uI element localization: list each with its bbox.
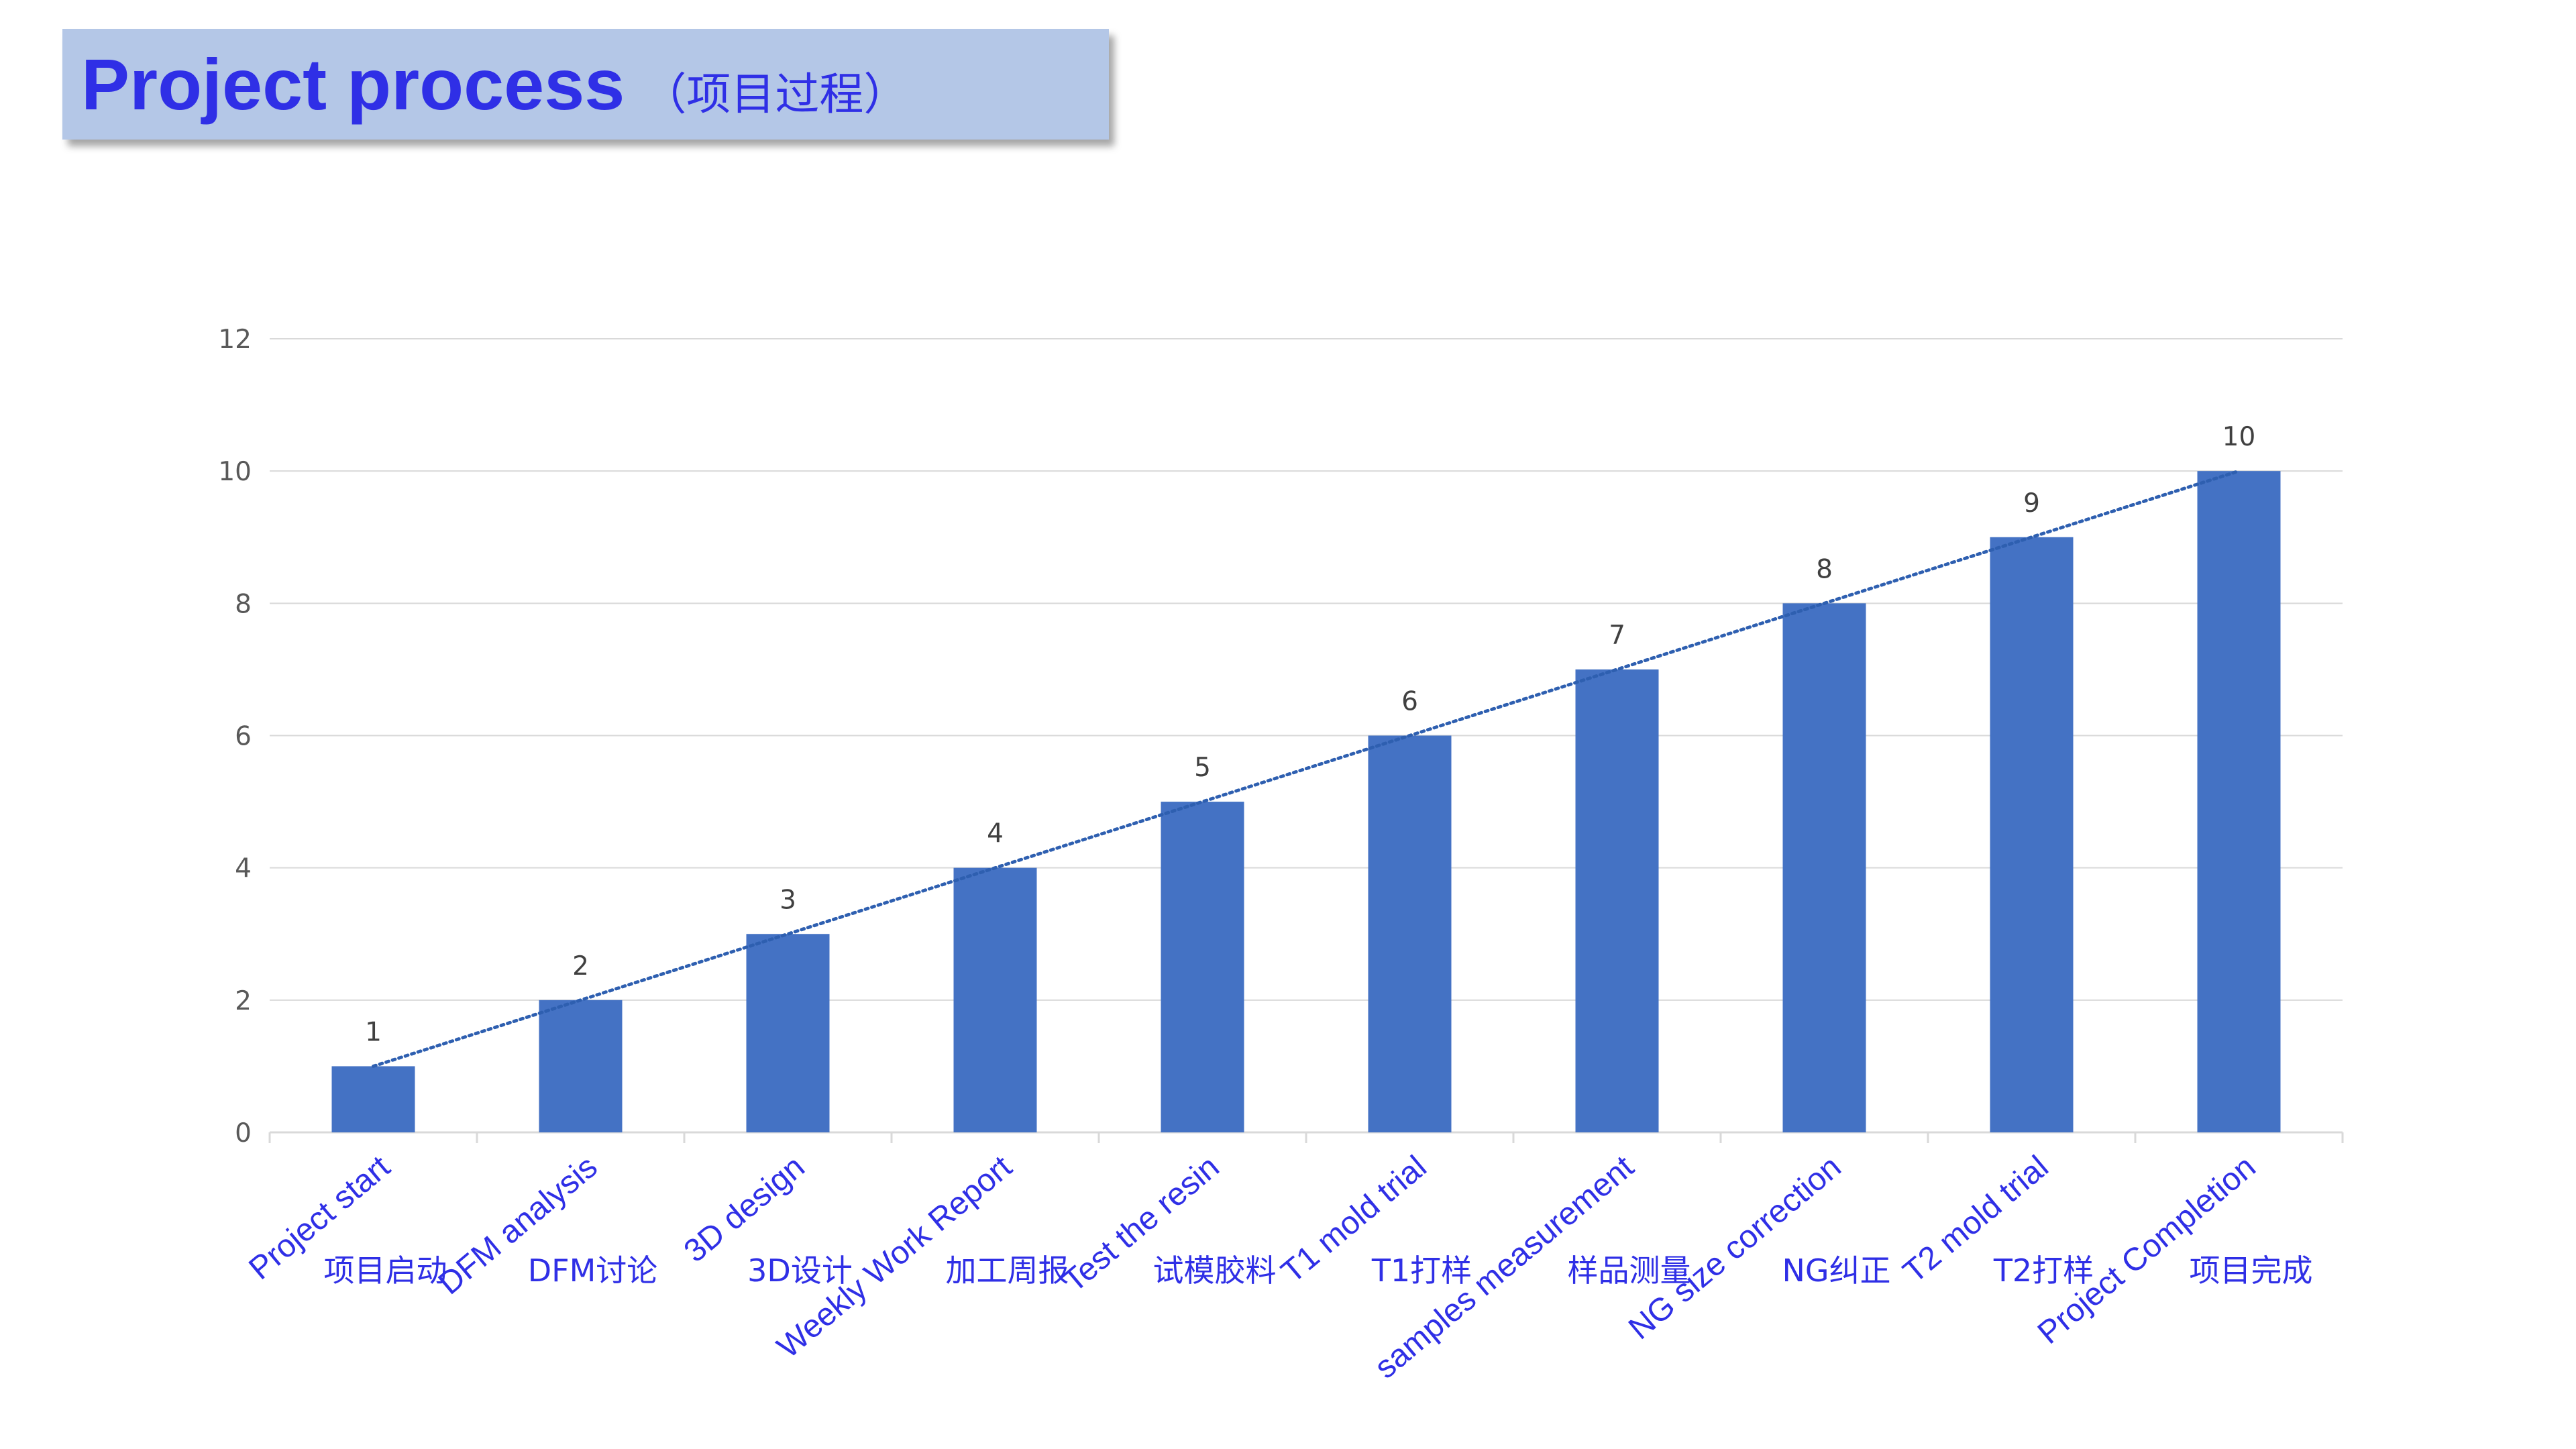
y-tick-label: 6 <box>235 722 252 752</box>
y-tick-label: 0 <box>235 1118 252 1148</box>
data-label: 10 <box>2222 422 2256 452</box>
bar <box>1368 735 1452 1132</box>
y-tick-label: 10 <box>218 457 252 487</box>
category-label-zh: 加工周报 <box>946 1252 1069 1289</box>
category-label-zh: 项目启动 <box>324 1252 447 1289</box>
category-label-zh: DFM讨论 <box>528 1252 658 1289</box>
data-label: 5 <box>1194 753 1211 783</box>
data-label: 1 <box>365 1017 382 1047</box>
bar <box>1575 669 1659 1132</box>
category-label-en: Project Completion <box>2031 1149 2263 1351</box>
data-label: 2 <box>572 951 589 981</box>
bar <box>2197 471 2281 1132</box>
bar <box>539 1000 623 1132</box>
category-label-zh: 项目完成 <box>2190 1252 2313 1289</box>
data-label: 7 <box>1609 621 1625 651</box>
data-label: 4 <box>987 819 1004 849</box>
category-label-zh: 样品测量 <box>1568 1252 1691 1289</box>
y-tick-label: 8 <box>235 589 252 619</box>
bar <box>953 867 1037 1132</box>
trendline-group <box>372 469 2241 1068</box>
y-tick-label: 2 <box>235 986 252 1016</box>
data-label: 8 <box>1816 554 1833 584</box>
page-subtitle: （项目过程） <box>642 68 908 120</box>
category-label-zh: 试模胶料 <box>1153 1252 1277 1289</box>
data-label: 9 <box>2023 488 2040 519</box>
bar <box>746 934 830 1132</box>
category-label-zh: T2打样 <box>1993 1252 2094 1289</box>
bar <box>331 1066 415 1132</box>
data-label: 3 <box>780 885 796 915</box>
data-label: 6 <box>1401 687 1418 717</box>
category-label-zh: 3D设计 <box>747 1252 853 1289</box>
category-label-zh: T1打样 <box>1371 1252 1472 1289</box>
trendline <box>372 469 2241 1068</box>
bars <box>331 471 2281 1132</box>
bar <box>1161 802 1244 1132</box>
bar <box>1990 537 2074 1132</box>
category-label-en: 3D design <box>678 1149 812 1270</box>
page-title: Project process <box>81 44 625 125</box>
bar <box>1782 603 1866 1132</box>
y-tick-label: 12 <box>218 325 252 355</box>
category-label-zh: NG纠正 <box>1782 1252 1890 1289</box>
category-label-en: NG size correction <box>1622 1149 1847 1346</box>
y-tick-label: 4 <box>235 854 252 884</box>
title-banner: Project process （项目过程） <box>62 29 1109 140</box>
